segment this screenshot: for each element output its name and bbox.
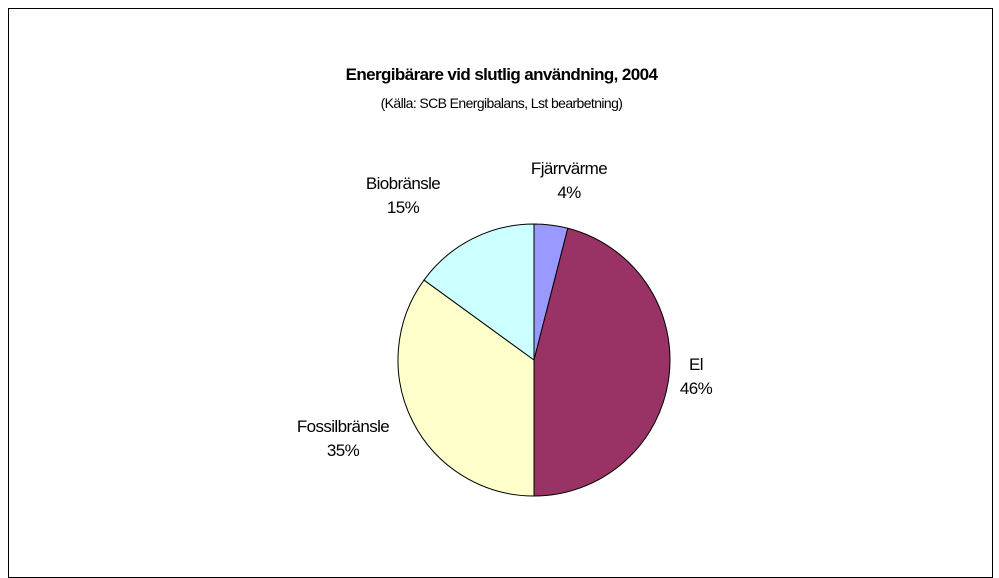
slice-percent-label: 4% (557, 183, 581, 202)
slice-name-label: Fossilbränsle (297, 417, 389, 436)
slice-percent-label: 15% (387, 198, 420, 217)
chart-subtitle: (Källa: SCB Energibalans, Lst bearbetnin… (380, 95, 623, 111)
slice-name-label: El (689, 355, 703, 374)
chart-title: Energibärare vid slutlig användning, 200… (345, 65, 658, 84)
slice-name-label: Biobränsle (366, 174, 440, 193)
slice-percent-label: 46% (680, 379, 713, 398)
slice-name-label: Fjärrvärme (531, 159, 607, 178)
pie-slice-el (533, 227, 671, 497)
slice-percent-label: 35% (327, 441, 360, 460)
pie-labels: Fjärrvärme 4% El 46% Fossilbränsle 35% Biobrän… (297, 159, 713, 460)
pie-slice-biobränsle (423, 223, 535, 361)
pie-slices (397, 223, 671, 497)
pie-slice-fossilbränsle (397, 279, 535, 497)
